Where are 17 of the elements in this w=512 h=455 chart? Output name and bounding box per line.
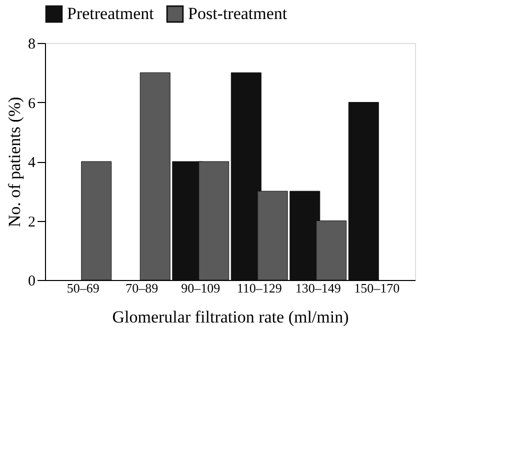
x-tick-label: 130–149	[295, 280, 341, 296]
y-tick-label: 8	[28, 36, 36, 52]
y-axis-title: No. of patients (%)	[5, 96, 24, 228]
x-tick-label: 90–109	[181, 280, 220, 296]
x-tick-label: 150–170	[354, 280, 400, 296]
legend-label: Post-treatment	[188, 4, 288, 24]
y-tick-label: 0	[28, 274, 36, 290]
x-tick-label: 50–69	[66, 280, 100, 296]
bar	[348, 102, 379, 280]
legend-label: Pretreatment	[67, 4, 154, 24]
y-tick-label: 6	[28, 96, 36, 112]
y-tick-label: 4	[28, 155, 36, 171]
x-tick-label: 110–129	[236, 280, 282, 296]
bar	[81, 161, 112, 280]
y-tick-label: 2	[28, 214, 36, 230]
x-tick-label: 70–89	[126, 280, 158, 296]
x-axis-title: Glomerular filtration rate (ml/min)	[112, 308, 349, 326]
